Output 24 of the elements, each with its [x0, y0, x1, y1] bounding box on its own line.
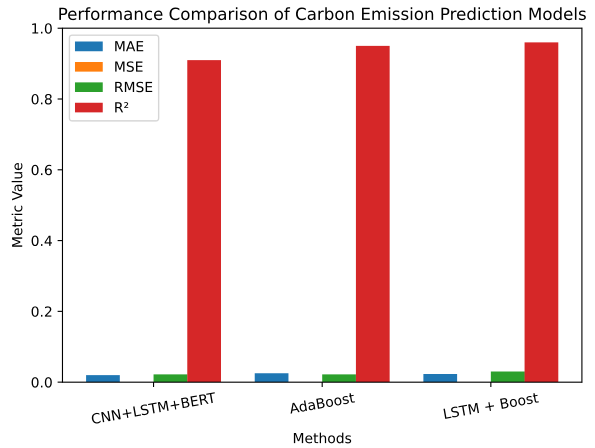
bar: [187, 60, 222, 382]
bar: [154, 374, 188, 382]
y-tick-label: 0.0: [32, 377, 52, 388]
legend-label: R²: [115, 102, 128, 112]
y-tick-label: 0.6: [32, 164, 52, 176]
y-axis-title: Metric Value: [12, 163, 22, 247]
y-tick-label: 0.4: [32, 236, 52, 246]
legend-label: MAE: [115, 41, 144, 52]
x-tick-label: LSTM + Boost: [443, 392, 539, 420]
bar: [254, 373, 288, 382]
x-tick-label: AdaBoost: [288, 392, 355, 414]
y-tick-label: 0.2: [32, 306, 52, 317]
bar: [86, 375, 120, 382]
bar: [356, 46, 390, 382]
bar: [524, 42, 558, 382]
y-tick-label: 0.8: [32, 94, 52, 104]
bar: [490, 372, 525, 382]
bar: [322, 374, 356, 382]
bar: [423, 374, 458, 382]
y-tick-label: 1.0: [32, 23, 52, 34]
x-axis-title: Methods: [294, 432, 352, 444]
legend-label: RMSE: [115, 82, 152, 92]
legend-label: MSE: [115, 61, 143, 72]
chart-title: Performance Comparison of Carbon Emission Prediction Models: [59, 7, 586, 24]
